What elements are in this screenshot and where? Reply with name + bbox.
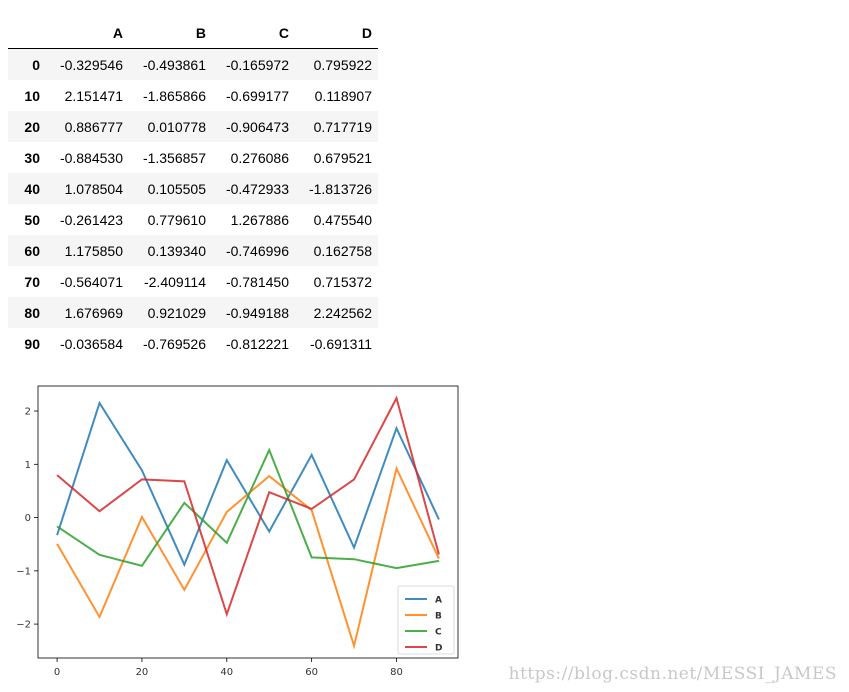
table-cell: -0.906473: [225, 118, 289, 135]
table-cell: 1.078504: [64, 180, 123, 197]
legend-label-d: D: [435, 644, 442, 654]
y-tick-label: 1: [25, 460, 31, 471]
table-cell: 0.118907: [314, 87, 372, 104]
y-tick-label: 0: [25, 513, 31, 524]
table-header-row: A B C D: [8, 17, 378, 49]
table-cell: -0.812221: [225, 335, 289, 352]
table-cell: 0.679521: [313, 149, 372, 166]
table-cell: 1.676969: [64, 304, 123, 321]
table-row: 70 -0.564071 -2.409114 -0.781450 0.715372: [8, 266, 378, 297]
legend-label-a: A: [435, 596, 442, 606]
y-tick-label: 2: [25, 407, 31, 418]
column-header-a: A: [46, 17, 129, 49]
row-index: 30: [24, 149, 40, 166]
table-row: 20 0.886777 0.010778 -0.906473 0.717719: [8, 111, 378, 142]
table-cell: -1.813726: [308, 180, 372, 197]
table-cell: -0.329546: [59, 56, 123, 73]
table-cell: -0.036584: [59, 335, 123, 352]
row-index: 10: [24, 87, 40, 104]
row-index: 50: [24, 211, 40, 228]
table-cell: -0.699177: [225, 87, 289, 104]
x-tick-label: 80: [390, 667, 403, 678]
legend-label-b: B: [435, 612, 442, 622]
table-cell: 0.105505: [147, 180, 206, 197]
table-cell: 0.715372: [313, 273, 372, 290]
y-tick-label: −2: [16, 620, 31, 631]
series-line-d: [56, 395, 440, 618]
table-cell: 1.267886: [230, 211, 289, 228]
table-row: 0 -0.329546 -0.493861 -0.165972 0.795922: [8, 48, 378, 80]
table-cell: -1.356857: [142, 149, 206, 166]
column-header-b: B: [129, 17, 212, 49]
row-index: 70: [24, 273, 40, 290]
x-tick-label: 60: [305, 667, 318, 678]
row-index: 20: [24, 118, 40, 135]
table-cell: -0.781450: [225, 273, 289, 290]
x-tick-label: 0: [54, 667, 60, 678]
table-cell: 0.139340: [147, 242, 206, 259]
column-header-d: D: [295, 17, 378, 49]
legend-box: [397, 585, 455, 655]
watermark: https://blog.csdn.net/MESSI_JAMES: [508, 664, 837, 684]
table-row: 30 -0.884530 -1.356857 0.276086 0.679521: [8, 142, 378, 173]
table-cell: -0.949188: [225, 304, 289, 321]
x-tick-label: 20: [136, 667, 149, 678]
column-header-c: C: [212, 17, 295, 49]
table-cell: -0.165972: [225, 56, 289, 73]
table-cell: -0.261423: [59, 211, 123, 228]
table-cell: 1.175850: [64, 242, 123, 259]
table-cell: 0.276086: [230, 149, 289, 166]
dataframe-table: A B C D 0 -0.329546 -0.493861 -0.165972 0.79…: [8, 17, 378, 359]
table-cell: -0.691311: [309, 335, 372, 352]
series-line-c: [56, 447, 440, 570]
table-cell: -0.564071: [59, 273, 123, 290]
plot-frame: [37, 385, 459, 659]
legend-label-c: C: [435, 628, 442, 638]
y-tick-label: −1: [16, 566, 31, 577]
table-cell: -0.746996: [225, 242, 289, 259]
table-row: 90 -0.036584 -0.769526 -0.812221 -0.691311: [8, 328, 378, 359]
table-cell: 0.717719: [313, 118, 372, 135]
row-index: 90: [24, 335, 40, 352]
index-header: [8, 17, 46, 49]
table-row: 60 1.175850 0.139340 -0.746996 0.162758: [8, 235, 378, 266]
row-index: 60: [24, 242, 40, 259]
row-index: 80: [24, 304, 40, 321]
table-cell: -2.409114: [143, 273, 206, 290]
table-row: 40 1.078504 0.105505 -0.472933 -1.813726: [8, 173, 378, 204]
row-index: 0: [32, 56, 40, 73]
table-cell: 0.779610: [147, 211, 206, 228]
table-cell: 0.162758: [313, 242, 372, 259]
row-index: 40: [24, 180, 40, 197]
table-cell: -0.884530: [59, 149, 123, 166]
table-row: 80 1.676969 0.921029 -0.949188 2.242562: [8, 297, 378, 328]
table-cell: 0.010778: [147, 118, 206, 135]
table-cell: 2.151471: [64, 87, 123, 104]
table-cell: -1.865866: [142, 87, 206, 104]
table-cell: 0.475540: [313, 211, 372, 228]
table-cell: 0.886777: [64, 118, 123, 135]
table-row: 50 -0.261423 0.779610 1.267886 0.475540: [8, 204, 378, 235]
table-row: 10 2.151471 -1.865866 -0.699177 0.118907: [8, 80, 378, 111]
table-cell: -0.493861: [142, 56, 206, 73]
x-tick-label: 40: [220, 667, 233, 678]
table-cell: 0.795922: [313, 56, 372, 73]
table-cell: -0.472933: [225, 180, 289, 197]
table-cell: -0.769526: [142, 335, 206, 352]
table-cell: 0.921029: [147, 304, 206, 321]
table-cell: 2.242562: [313, 304, 372, 321]
